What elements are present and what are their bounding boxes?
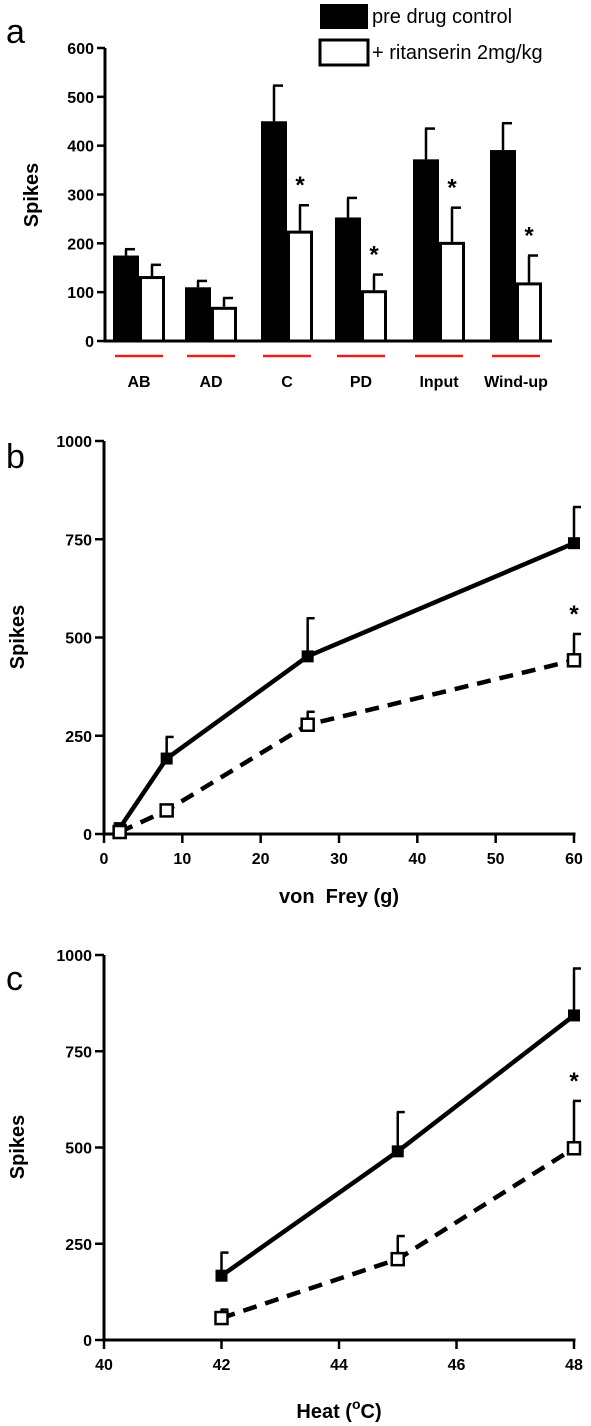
panel-a-category-label: PD bbox=[350, 374, 372, 391]
bar bbox=[361, 290, 387, 343]
panel-b-xtick-label: 50 bbox=[487, 851, 505, 868]
legend-swatch-open bbox=[318, 38, 370, 67]
series-line-ritanserin bbox=[220, 1146, 576, 1321]
panel-c-xlabel-tail: C) bbox=[361, 1401, 382, 1423]
point-control bbox=[391, 1145, 404, 1158]
panel-a-ytick-label: 100 bbox=[67, 285, 94, 302]
bar bbox=[287, 230, 313, 343]
bar bbox=[139, 276, 165, 343]
significance-star: * bbox=[524, 223, 534, 250]
panel-c-xlabel: Heat (oC) bbox=[296, 1396, 381, 1423]
panel-b-ytick-label: 250 bbox=[65, 729, 92, 746]
panel-c-xtick-label: 40 bbox=[95, 1357, 113, 1374]
panel-b-xtick-label: 60 bbox=[565, 851, 583, 868]
legend-swatch-filled bbox=[320, 4, 368, 29]
point-ritanserin bbox=[566, 1141, 582, 1156]
point-control bbox=[215, 1269, 228, 1282]
panel-c-ytick-label: 500 bbox=[65, 1141, 92, 1158]
panel-a-category-label: C bbox=[281, 374, 293, 391]
series-line-control bbox=[117, 541, 575, 830]
significance-star: * bbox=[447, 175, 457, 202]
panel-a-ytick-label: 300 bbox=[67, 188, 94, 205]
bar bbox=[113, 255, 139, 341]
panel-letter-a: a bbox=[6, 13, 25, 51]
point-ritanserin bbox=[112, 824, 127, 840]
panel-a-category-label: Input bbox=[419, 374, 459, 391]
line-chart-panel-c: Spikes Heat (oC) 0 250 500 750 1000 40 42 44 46 4… bbox=[7, 948, 583, 1423]
panel-b-xlabel: von Frey (g) bbox=[279, 886, 399, 908]
point-control bbox=[568, 537, 580, 550]
bar-chart-panel-a: Spikes 0 100 200 300 400 500 600 AB AD C * PD * Input… bbox=[21, 41, 552, 391]
panel-a-ytick-label: 200 bbox=[67, 236, 94, 253]
point-control bbox=[160, 752, 173, 765]
panel-b-ytick-label: 1000 bbox=[56, 434, 92, 451]
panel-b-ytick-label: 0 bbox=[83, 827, 92, 844]
panel-b-ylabel: Spikes bbox=[7, 605, 29, 669]
panel-b-xtick-label: 30 bbox=[330, 851, 348, 868]
legend-label-filled: pre drug control bbox=[372, 6, 512, 28]
panel-a-ytick-label: 500 bbox=[67, 90, 94, 107]
panel-c-ylabel: Spikes bbox=[7, 1115, 29, 1179]
panel-b-xtick-label: 10 bbox=[173, 851, 191, 868]
panel-b-ytick-label: 500 bbox=[65, 631, 92, 648]
point-ritanserin bbox=[214, 1310, 229, 1326]
panel-b-xtick-label: 0 bbox=[100, 851, 109, 868]
significance-star: * bbox=[295, 172, 305, 199]
panel-a-ylabel: Spikes bbox=[21, 163, 43, 227]
point-ritanserin bbox=[300, 717, 315, 732]
panel-c-xtick-label: 46 bbox=[448, 1357, 466, 1374]
line-chart-panel-b: Spikes von Frey (g) 0 250 500 750 1000 0 10 20 3… bbox=[7, 434, 583, 908]
panel-c-xtick-label: 44 bbox=[330, 1357, 348, 1374]
point-ritanserin bbox=[566, 653, 582, 668]
bar bbox=[413, 159, 439, 341]
panel-b-xtick-label: 40 bbox=[408, 851, 426, 868]
bar bbox=[490, 150, 516, 341]
panel-b-xtick-label: 20 bbox=[252, 851, 270, 868]
bar bbox=[516, 282, 542, 343]
panel-c-xtick-label: 42 bbox=[213, 1357, 231, 1374]
panel-a-ytick-label: 0 bbox=[85, 334, 94, 351]
bar bbox=[261, 121, 287, 341]
panel-a-category-label: Wind-up bbox=[484, 374, 548, 391]
panel-c-ytick-label: 250 bbox=[65, 1237, 92, 1254]
bar bbox=[211, 306, 237, 343]
point-ritanserin bbox=[390, 1251, 405, 1267]
legend-label-open: + ritanserin 2mg/kg bbox=[372, 42, 543, 64]
panel-letter-b: b bbox=[6, 438, 25, 476]
series-line-ritanserin bbox=[118, 658, 575, 835]
bar bbox=[439, 241, 465, 343]
panel-c-xlabel-sup: o bbox=[352, 1396, 361, 1412]
panel-a-ytick-label: 600 bbox=[67, 41, 94, 58]
significance-star: * bbox=[569, 1068, 579, 1095]
point-control bbox=[568, 1009, 580, 1022]
bar bbox=[185, 287, 211, 341]
panel-c-ytick-label: 0 bbox=[83, 1333, 92, 1350]
panel-c-xlabel-head: Heat ( bbox=[296, 1401, 352, 1423]
legend: pre drug control + ritanserin 2mg/kg bbox=[318, 4, 543, 67]
panel-c-ytick-label: 1000 bbox=[56, 948, 92, 965]
panel-a-category-label: AB bbox=[127, 374, 150, 391]
panel-c-xtick-label: 48 bbox=[565, 1357, 583, 1374]
significance-star: * bbox=[569, 601, 579, 628]
point-ritanserin bbox=[159, 803, 174, 818]
significance-star: * bbox=[369, 242, 379, 269]
bar bbox=[335, 217, 361, 341]
panel-a-category-label: AD bbox=[199, 374, 222, 391]
panel-c-ytick-label: 750 bbox=[65, 1044, 92, 1061]
panel-a-ytick-label: 400 bbox=[67, 139, 94, 156]
panel-letter-c: c bbox=[6, 960, 23, 998]
point-control bbox=[301, 650, 314, 663]
panel-b-ytick-label: 750 bbox=[65, 532, 92, 549]
